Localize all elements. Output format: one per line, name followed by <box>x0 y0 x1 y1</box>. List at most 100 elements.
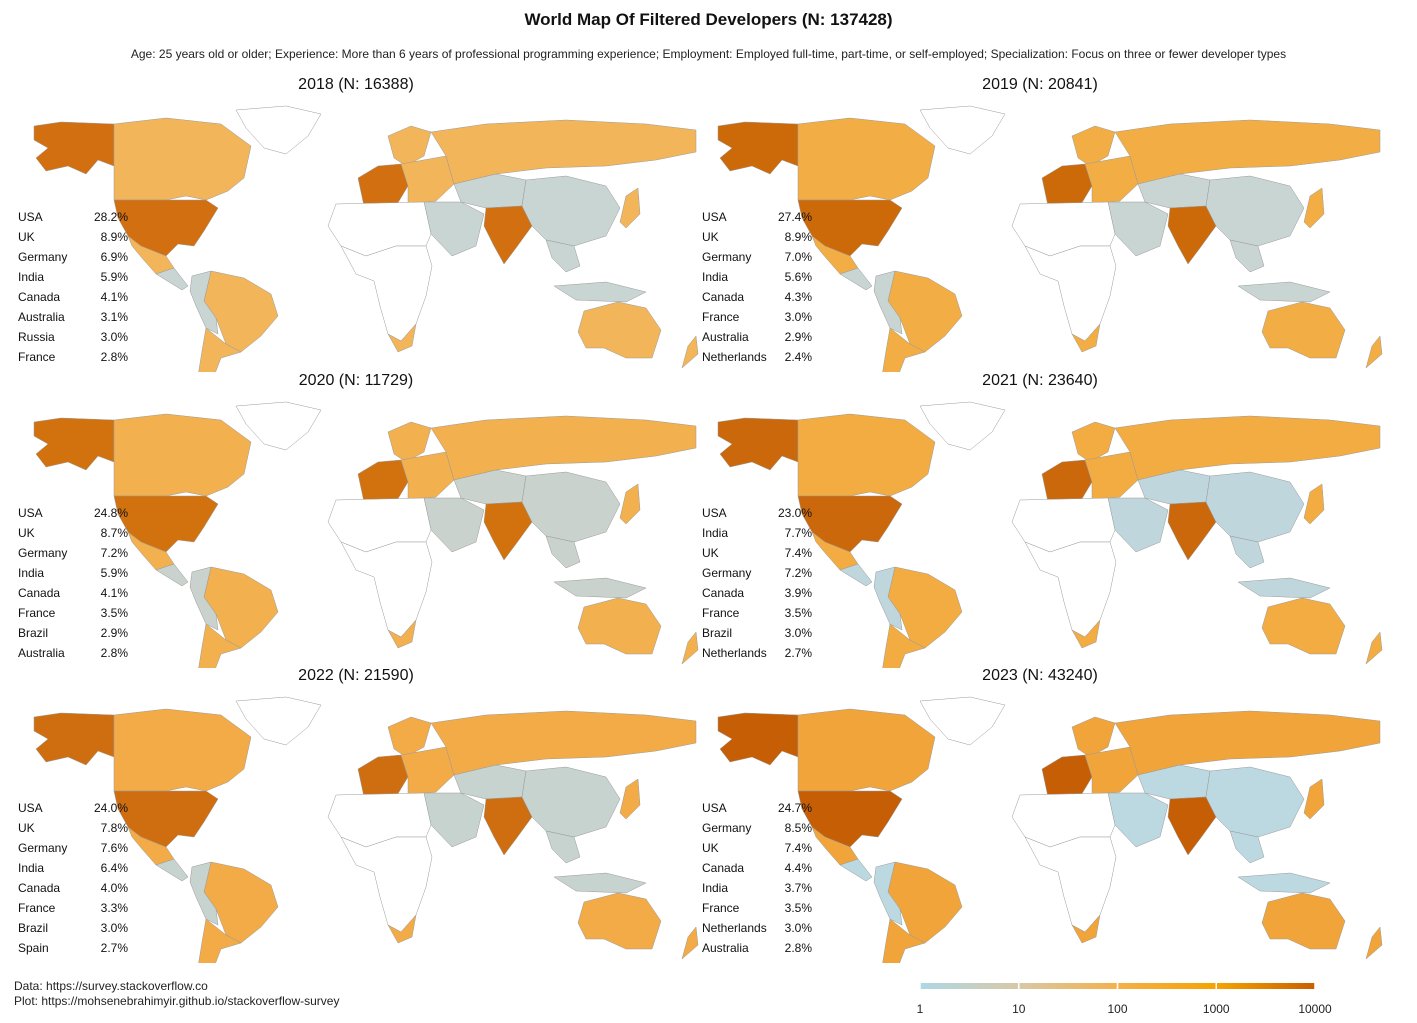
region-china <box>1205 471 1305 543</box>
country-stat-row: Australia 2.8% <box>702 938 812 958</box>
region-argentina <box>882 623 926 668</box>
region-middle-east <box>1107 792 1169 848</box>
country-share: 24.0% <box>93 801 128 815</box>
region-middle-east <box>423 792 485 848</box>
region-greenland <box>235 105 322 155</box>
year-map-panel-5: 2023 (N: 43240) USA 24.7% Germany 8.5% UK 7.4… <box>690 667 1390 963</box>
region-indonesia <box>553 281 647 303</box>
region-japan <box>619 483 641 525</box>
region-usa <box>797 495 903 553</box>
country-share: 7.6% <box>100 841 128 855</box>
country-name: India <box>702 526 729 540</box>
country-stat-row: India 7.7% <box>702 523 812 543</box>
country-name: Netherlands <box>702 646 767 660</box>
country-share: 3.5% <box>784 606 812 620</box>
country-share: 3.7% <box>784 881 812 895</box>
region-south-africa <box>1071 619 1101 649</box>
country-stat-row: Canada 4.1% <box>18 583 128 603</box>
region-india <box>1167 796 1217 856</box>
region-argentina <box>198 918 242 963</box>
country-name: France <box>702 606 740 620</box>
region-russia <box>430 415 697 481</box>
region-japan <box>1303 187 1325 229</box>
country-stat-row: UK 8.9% <box>702 227 812 247</box>
legend-tick-label: 1 <box>917 1002 924 1016</box>
top-countries-list: USA 24.7% Germany 8.5% UK 7.4% Canada 4.4% India… <box>702 798 812 958</box>
region-south-africa <box>1071 914 1101 944</box>
region-china <box>1205 766 1305 838</box>
country-stat-row: Brazil 2.9% <box>18 623 128 643</box>
region-usa <box>113 790 219 848</box>
region-usa <box>797 790 903 848</box>
country-stat-row: Netherlands 3.0% <box>702 918 812 938</box>
region-alaska <box>33 417 115 471</box>
country-stat-row: Germany 7.2% <box>18 543 128 563</box>
region-south-america-west <box>189 861 219 926</box>
country-stat-row: France 3.0% <box>702 307 812 327</box>
region-sub-saharan-africa <box>1024 836 1117 933</box>
year-map-panel-4: 2022 (N: 21590) USA 24.0% UK 7.8% Germany 7.6… <box>6 667 706 963</box>
country-name: UK <box>18 230 35 244</box>
region-middle-east <box>423 497 485 553</box>
country-stat-row: France 2.8% <box>18 347 128 367</box>
country-name: Brazil <box>702 626 733 640</box>
region-russia <box>430 119 697 185</box>
country-share: 7.2% <box>784 566 812 580</box>
region-new-zealand <box>681 335 699 369</box>
region-south-america-west <box>873 566 903 631</box>
country-name: Canada <box>702 290 745 304</box>
top-countries-list: USA 23.0% India 7.7% UK 7.4% Germany 7.2% Canada… <box>702 503 812 663</box>
country-share: 28.2% <box>93 210 128 224</box>
region-southeast-asia <box>1229 830 1265 864</box>
world-map <box>33 401 699 668</box>
region-eastern-europe <box>1084 155 1139 205</box>
country-share: 4.1% <box>100 290 128 304</box>
country-share: 3.9% <box>784 586 812 600</box>
top-countries-list: USA 24.8% UK 8.7% Germany 7.2% India 5.9% Canada… <box>18 503 128 663</box>
region-australia <box>1261 597 1346 655</box>
country-share: 3.3% <box>100 901 128 915</box>
country-share: 4.1% <box>100 586 128 600</box>
country-share: 7.7% <box>784 526 812 540</box>
top-countries-list: USA 27.4% UK 8.9% Germany 7.0% India 5.6% Canada… <box>702 207 812 367</box>
region-new-zealand <box>1365 631 1383 665</box>
region-greenland <box>919 696 1006 746</box>
country-name: Australia <box>18 646 65 660</box>
region-alaska <box>33 712 115 766</box>
country-stat-row: Australia 3.1% <box>18 307 128 327</box>
country-name: Canada <box>702 586 745 600</box>
country-share: 4.3% <box>784 290 812 304</box>
region-scandinavia <box>387 125 432 167</box>
country-name: USA <box>702 506 727 520</box>
region-australia <box>577 301 662 359</box>
year-map-panel-1: 2019 (N: 20841) USA 27.4% UK 8.9% Germany 7.0… <box>690 76 1390 372</box>
region-central-america <box>839 267 873 291</box>
region-new-zealand <box>681 631 699 665</box>
region-middle-east <box>1107 201 1169 257</box>
country-share: 8.9% <box>784 230 812 244</box>
country-stat-row: India 3.7% <box>702 878 812 898</box>
country-share: 2.9% <box>784 330 812 344</box>
region-russia <box>1114 119 1381 185</box>
region-usa <box>113 495 219 553</box>
country-stat-row: Netherlands 2.4% <box>702 347 812 367</box>
country-share: 3.0% <box>784 310 812 324</box>
country-stat-row: Australia 2.9% <box>702 327 812 347</box>
country-stat-row: France 3.5% <box>18 603 128 623</box>
country-share: 7.4% <box>784 841 812 855</box>
country-share: 6.9% <box>100 250 128 264</box>
region-japan <box>619 778 641 820</box>
region-middle-east <box>1107 497 1169 553</box>
panel-title: 2022 (N: 21590) <box>298 667 414 684</box>
country-share: 3.5% <box>100 606 128 620</box>
country-name: France <box>18 901 56 915</box>
region-alaska <box>717 121 799 175</box>
country-share: 5.9% <box>100 566 128 580</box>
region-russia <box>1114 710 1381 776</box>
year-map-panel-0: 2018 (N: 16388) USA 28.2% UK 8.9% Germany 6.9… <box>6 76 706 372</box>
region-central-america <box>839 858 873 882</box>
country-name: Canada <box>18 586 61 600</box>
footer-credits: Data: https://survey.stackoverflow.co Pl… <box>14 979 339 1009</box>
world-map <box>33 105 699 372</box>
country-stat-row: Spain 2.7% <box>18 938 128 958</box>
